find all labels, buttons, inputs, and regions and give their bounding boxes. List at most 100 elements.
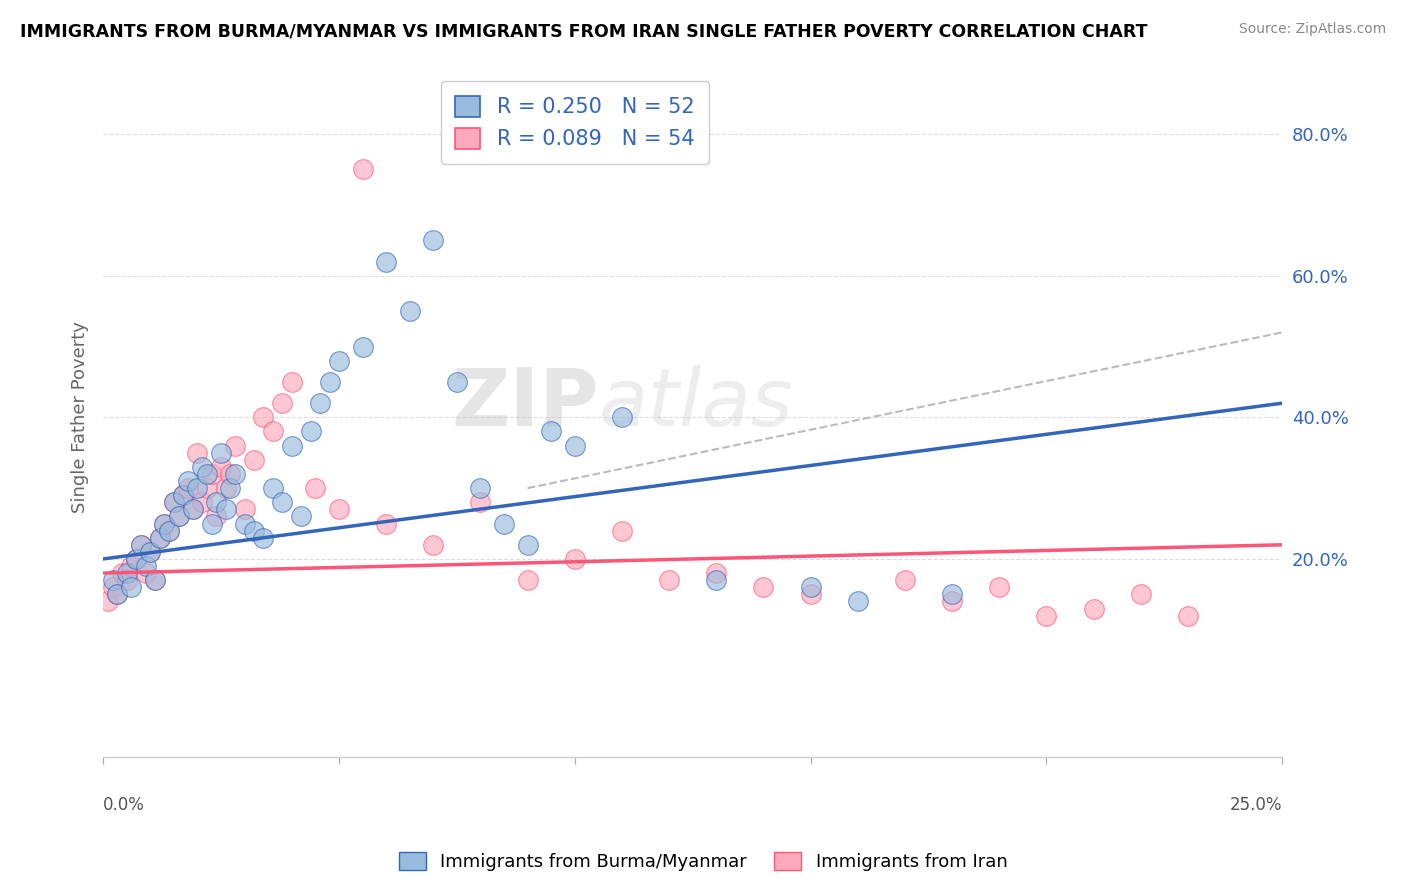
Point (492, 516, 515, 531)
Point (988, 580, 1011, 594)
Text: ZIP: ZIP (451, 365, 599, 442)
Point (610, 524, 633, 538)
Point (201, 467, 224, 481)
Point (129, 538, 152, 552)
Point (318, 375, 340, 389)
Point (143, 573, 166, 587)
Point (704, 566, 727, 580)
Text: Source: ZipAtlas.com: Source: ZipAtlas.com (1239, 22, 1386, 37)
Point (516, 538, 538, 552)
Point (846, 594, 869, 608)
Point (262, 425, 284, 439)
Point (800, 580, 823, 594)
Point (219, 467, 242, 481)
Point (610, 410, 633, 425)
Point (115, 573, 138, 587)
Point (540, 425, 562, 439)
Point (262, 481, 284, 495)
Point (224, 467, 246, 481)
Point (120, 559, 142, 574)
Point (375, 516, 398, 531)
Point (564, 439, 586, 453)
Point (328, 502, 350, 516)
Point (309, 396, 332, 410)
Point (157, 524, 180, 538)
Point (125, 552, 148, 566)
Point (97, 594, 120, 608)
Point (398, 304, 420, 318)
Point (564, 552, 586, 566)
Point (195, 481, 218, 495)
Point (177, 474, 200, 488)
Point (215, 481, 238, 495)
Point (233, 516, 256, 531)
Point (149, 531, 172, 545)
Point (352, 339, 374, 353)
Point (422, 233, 444, 247)
Point (205, 495, 228, 509)
Point (704, 573, 727, 587)
Text: IMMIGRANTS FROM BURMA/MYANMAR VS IMMIGRANTS FROM IRAN SINGLE FATHER POVERTY CORR: IMMIGRANTS FROM BURMA/MYANMAR VS IMMIGRA… (20, 22, 1147, 40)
Point (181, 502, 204, 516)
Point (167, 509, 190, 524)
Point (1083, 601, 1105, 615)
Point (135, 566, 157, 580)
Point (658, 573, 681, 587)
Point (1177, 608, 1199, 623)
Point (191, 495, 214, 509)
Text: 0.0%: 0.0% (103, 797, 145, 814)
Point (215, 502, 238, 516)
Point (219, 481, 242, 495)
Point (516, 573, 538, 587)
Point (181, 502, 204, 516)
Point (149, 531, 172, 545)
Text: atlas: atlas (599, 365, 793, 442)
Point (125, 552, 148, 566)
Point (352, 162, 374, 177)
Point (209, 459, 232, 474)
Point (299, 425, 322, 439)
Point (105, 587, 128, 601)
Point (153, 516, 176, 531)
Point (328, 353, 350, 368)
Point (186, 481, 208, 495)
Point (172, 488, 194, 502)
Point (129, 538, 152, 552)
Point (290, 509, 312, 524)
Point (195, 467, 218, 481)
Point (252, 410, 274, 425)
Point (422, 538, 444, 552)
Point (163, 495, 186, 509)
Point (111, 566, 134, 580)
Point (243, 524, 266, 538)
Point (186, 446, 208, 460)
Point (894, 573, 917, 587)
Point (304, 481, 326, 495)
Point (375, 254, 398, 268)
Point (271, 495, 294, 509)
Point (105, 587, 128, 601)
Point (201, 516, 224, 531)
Point (209, 446, 232, 460)
Point (177, 481, 200, 495)
Point (470, 481, 492, 495)
Point (205, 509, 228, 524)
Point (941, 587, 963, 601)
Point (1129, 587, 1152, 601)
Point (167, 509, 190, 524)
Point (143, 573, 166, 587)
Point (172, 488, 194, 502)
Point (139, 545, 162, 559)
Legend: Immigrants from Burma/Myanmar, Immigrants from Iran: Immigrants from Burma/Myanmar, Immigrant… (391, 845, 1015, 879)
Point (101, 573, 124, 587)
Point (120, 580, 142, 594)
Point (1035, 608, 1057, 623)
Point (139, 545, 162, 559)
Point (752, 580, 775, 594)
Point (243, 452, 266, 467)
Text: 25.0%: 25.0% (1230, 797, 1282, 814)
Point (800, 587, 823, 601)
Point (281, 375, 304, 389)
Point (163, 495, 186, 509)
Point (233, 502, 256, 516)
